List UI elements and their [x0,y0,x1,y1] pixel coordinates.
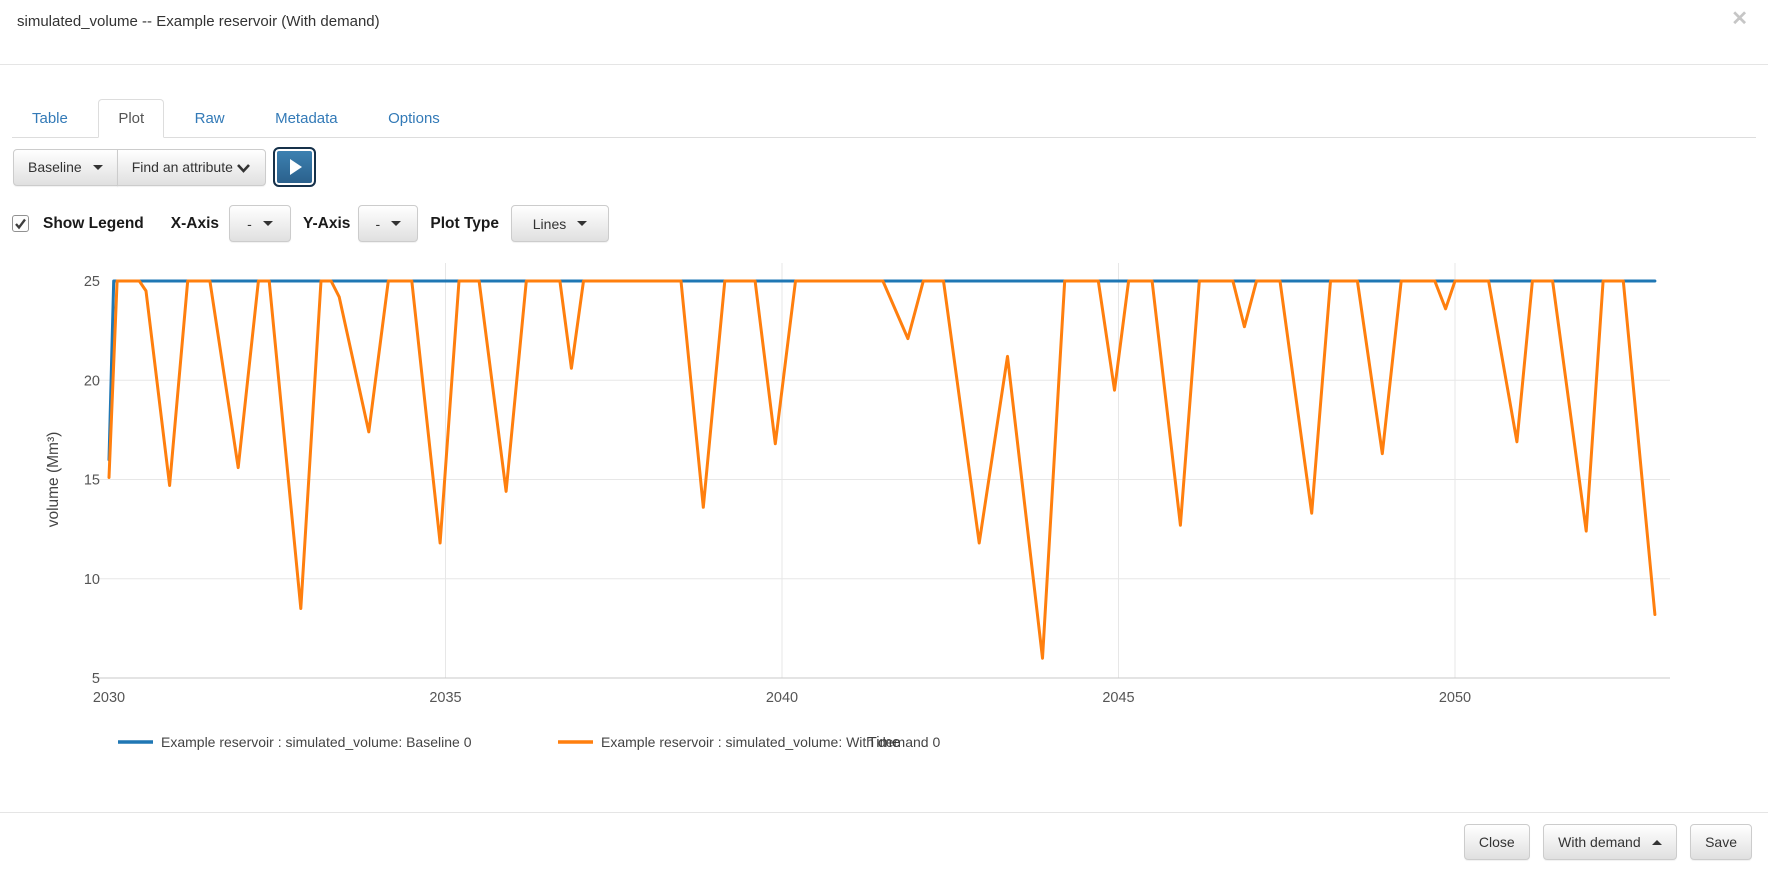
play-icon [289,159,302,175]
show-legend-checkbox[interactable] [12,215,29,232]
svg-text:2040: 2040 [766,690,798,706]
attribute-dropdown-label: Find an attribute [131,159,233,175]
scenario-select-dropdown[interactable]: With demand [1543,824,1677,860]
plot-canvas[interactable]: 2030 2035 2040 2045 2050 5 10 15 20 25 volume (Mm³… [0,261,1768,773]
save-button-label: Save [1705,834,1737,850]
tab-metadata[interactable]: Metadata [275,110,338,127]
svg-text:volume (Mm³): volume (Mm³) [45,432,62,528]
chart-container: 2030 2035 2040 2045 2050 5 10 15 20 25 volume (Mm³… [0,261,1768,778]
y-axis-value: - [375,215,381,232]
play-button[interactable] [272,147,316,187]
svg-text:Time: Time [868,734,901,751]
svg-text:2035: 2035 [429,690,461,706]
svg-text:5: 5 [92,671,100,687]
scenario-select-label: With demand [1558,834,1641,850]
plot-controls: Show Legend X-Axis - Y-Axis - Plot Type … [12,205,1768,242]
svg-text:20: 20 [84,373,100,389]
plot-type-label: Plot Type [430,214,499,232]
svg-text:2050: 2050 [1439,690,1471,706]
svg-text:2045: 2045 [1102,690,1134,706]
plot-type-value: Lines [532,215,567,232]
attribute-search-dropdown[interactable]: Find an attribute [116,148,266,186]
svg-text:10: 10 [84,572,100,588]
modal-footer: Close With demand Save [0,812,1768,870]
caret-up-icon [1651,839,1662,845]
svg-text:Example reservoir : simulated_: Example reservoir : simulated_volume: Ba… [161,734,472,750]
caret-down-icon [92,164,103,170]
chevron-down-icon [236,164,250,173]
svg-text:Example reservoir : simulated_: Example reservoir : simulated_volume: Wi… [601,734,940,750]
caret-down-icon [391,221,402,226]
show-legend-label: Show Legend [43,214,144,232]
check-icon [15,218,26,229]
scenario-attribute-group: Baseline Find an attribute [13,148,266,186]
close-button[interactable]: Close [1463,824,1530,860]
save-button[interactable]: Save [1690,824,1752,860]
svg-text:25: 25 [84,274,100,290]
x-axis-label: X-Axis [170,214,219,232]
y-axis-label: Y-Axis [303,214,351,232]
tab-options[interactable]: Options [388,110,440,127]
tab-raw[interactable]: Raw [194,110,225,127]
tab-bar: Table Plot Raw Metadata Options [12,99,1756,138]
tab-plot[interactable]: Plot [98,99,165,138]
modal-header: simulated_volume -- Example reservoir (W… [0,0,1768,65]
page-title: simulated_volume -- Example reservoir (W… [17,13,380,30]
x-axis-value: - [247,215,252,232]
svg-text:15: 15 [84,473,100,489]
y-axis-dropdown[interactable]: - [358,205,419,242]
plot-type-dropdown[interactable]: Lines [511,205,609,242]
close-button-label: Close [1478,834,1515,850]
tab-table[interactable]: Table [32,110,68,127]
scenario-dropdown[interactable]: Baseline [13,148,118,186]
x-axis-dropdown[interactable]: - [229,205,291,242]
scenario-dropdown-label: Baseline [28,159,82,175]
caret-down-icon [262,221,273,226]
close-icon[interactable]: ✕ [1727,5,1752,33]
svg-text:2030: 2030 [93,690,125,706]
scenario-toolbar: Baseline Find an attribute [13,147,1768,187]
caret-down-icon [577,221,588,226]
